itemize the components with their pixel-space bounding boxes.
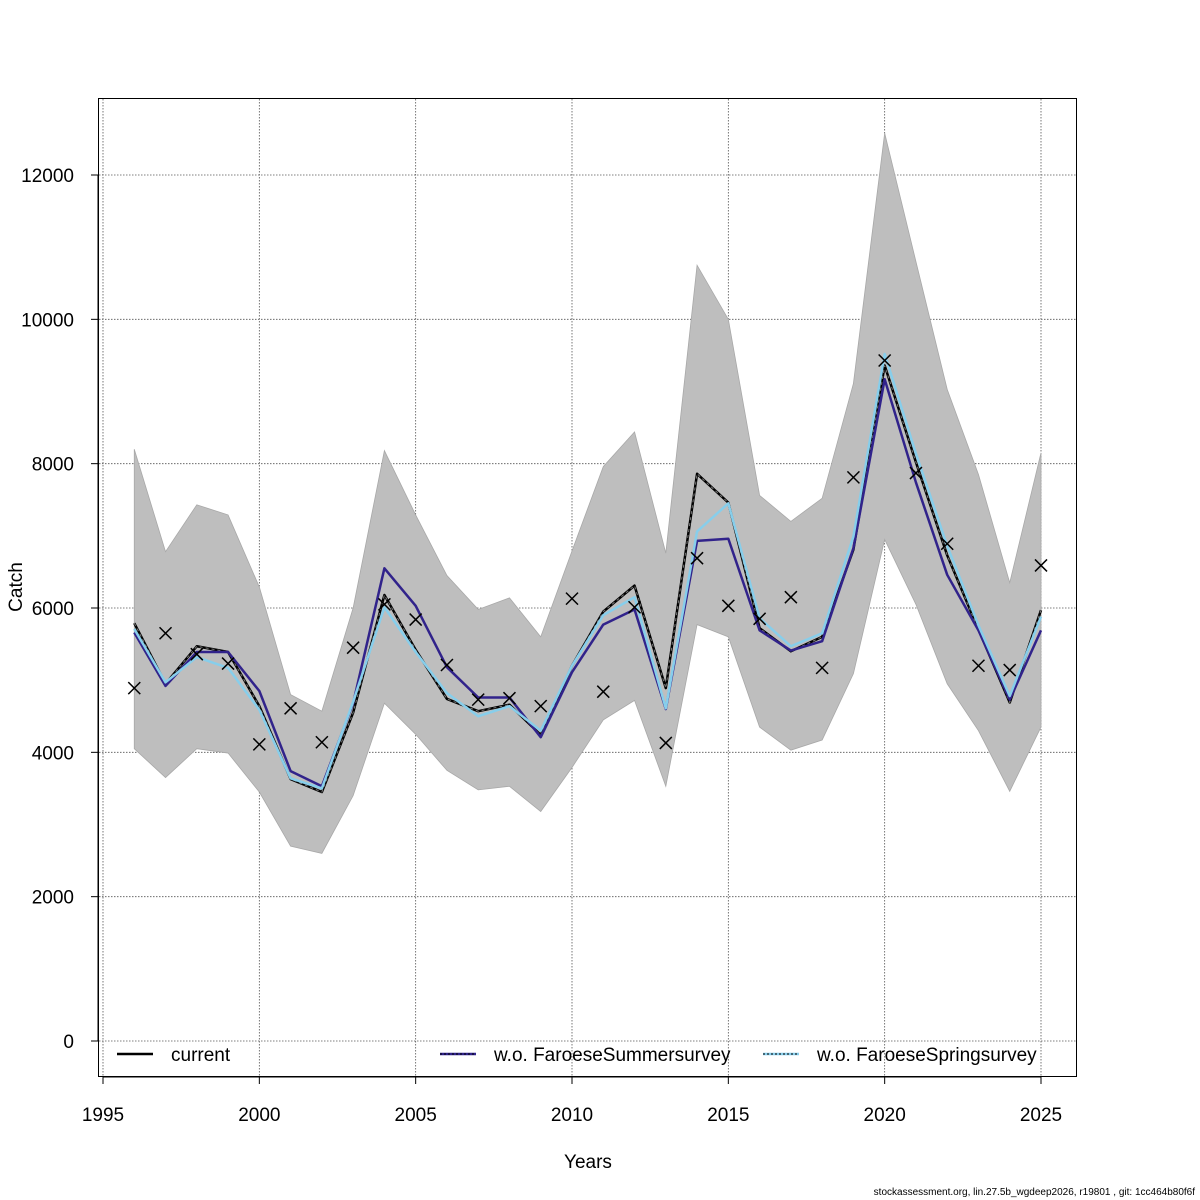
observation-marker (1034, 558, 1048, 572)
observation-marker (190, 647, 204, 661)
observation-marker (971, 659, 985, 673)
x-tick-label: 2005 (395, 1105, 437, 1126)
x-tick-label: 2020 (864, 1105, 906, 1126)
observation-marker (534, 699, 548, 713)
observation-marker (471, 693, 485, 707)
observation-marker (753, 612, 767, 626)
observation-marker (127, 681, 141, 695)
observation-marker (346, 641, 360, 655)
x-axis-title: Years (564, 1152, 612, 1173)
observation-marker (940, 537, 954, 551)
observation-marker (284, 701, 298, 715)
x-tick-label: 2025 (1020, 1105, 1062, 1126)
x-tick-label: 2015 (707, 1105, 749, 1126)
observation-marker (1003, 663, 1017, 677)
confidence-band (133, 133, 1042, 854)
y-tick-label: 12000 (21, 166, 74, 187)
legend-label-current: current (171, 1045, 231, 1066)
legend-label-wo-springsurvey: w.o. FaroeseSpringsurvey (816, 1045, 1037, 1066)
y-tick-label: 2000 (32, 888, 74, 909)
observation-marker (815, 661, 829, 675)
confidence-band-area (133, 133, 1042, 854)
x-tick-label: 2010 (551, 1105, 593, 1126)
observation-marker (159, 626, 173, 640)
x-tick-label: 2000 (238, 1105, 280, 1126)
observation-marker (878, 353, 892, 367)
observation-marker (221, 657, 235, 671)
y-tick-label: 8000 (32, 455, 74, 476)
observation-marker (846, 470, 860, 484)
observation-marker (409, 613, 423, 627)
observation-marker (659, 736, 673, 750)
observation-marker (502, 691, 516, 705)
series-line-w-o-faroesespringsurvey (133, 352, 1043, 790)
legend: current w.o. FaroeseSummersurvey w.o. Fa… (117, 1045, 1037, 1066)
observation-marker (909, 466, 923, 480)
observation-marker (377, 597, 391, 611)
observation-marker (628, 600, 642, 614)
footer-credit: stockassessment.org, lin.27.5b_wgdeep202… (873, 1187, 1195, 1198)
series-line-w-o-faroesesummersurvey (133, 377, 1043, 788)
observation-points (127, 353, 1048, 751)
y-tick-label: 0 (63, 1032, 74, 1053)
y-tick-label: 10000 (21, 310, 74, 331)
y-tick-label: 4000 (32, 743, 74, 764)
y-tick-label: 6000 (32, 599, 74, 620)
observation-marker (721, 599, 735, 613)
observation-marker (784, 590, 798, 604)
y-axis-title: Catch (6, 562, 27, 612)
observation-marker (252, 737, 266, 751)
observation-marker (315, 735, 329, 749)
y-axis: 0 2000 4000 6000 8000 10000 12000 (21, 166, 99, 1053)
x-axis: 1995 2000 2005 2010 2015 2020 2025 (82, 1076, 1062, 1126)
observation-marker (690, 551, 704, 565)
series-lines (133, 352, 1043, 794)
observation-marker (440, 658, 454, 672)
observation-marker (565, 592, 579, 606)
x-tick-label: 1995 (82, 1105, 124, 1126)
legend-label-wo-summersurvey: w.o. FaroeseSummersurvey (493, 1045, 731, 1066)
observation-marker (596, 685, 610, 699)
